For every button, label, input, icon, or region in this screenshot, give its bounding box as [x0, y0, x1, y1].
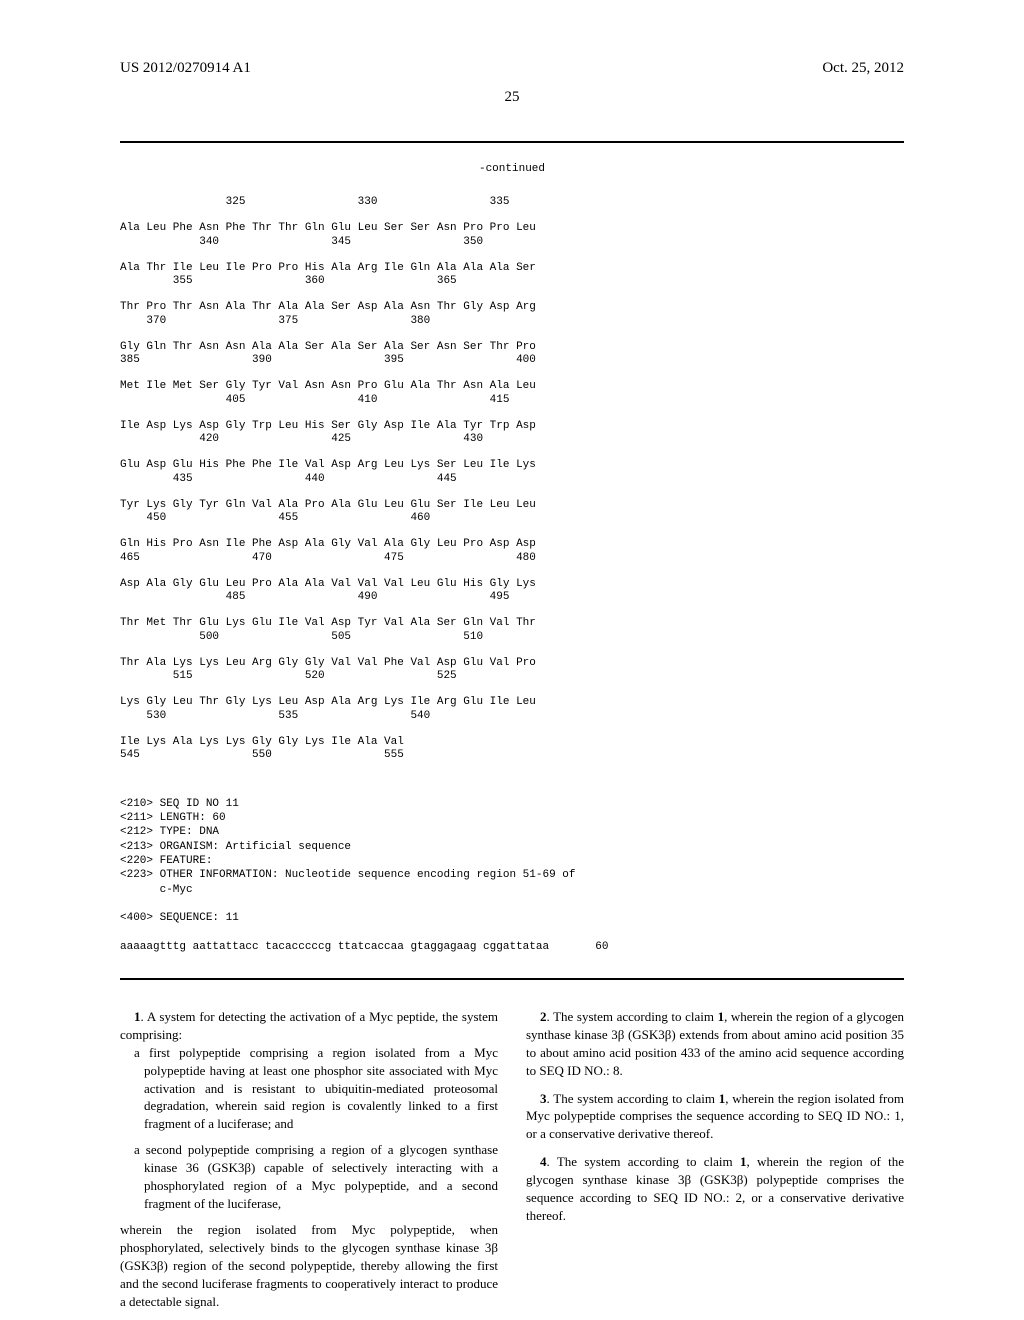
sequence-block: Ile Asp Lys Asp Gly Trp Leu His Ser Gly … — [120, 420, 904, 448]
sequence-positions: 450 455 460 — [120, 512, 904, 526]
sequence-residues: Met Ile Met Ser Gly Tyr Val Asn Asn Pro … — [120, 380, 904, 394]
page-header: US 2012/0270914 A1 Oct. 25, 2012 — [120, 60, 904, 77]
sequence-block: Lys Gly Leu Thr Gly Lys Leu Asp Ala Arg … — [120, 696, 904, 724]
sequence-blocks: 325 330 335 Ala Leu Phe Asn Phe Thr Thr G… — [120, 196, 904, 763]
sequence-positions: 385 390 395 400 — [120, 354, 904, 368]
claims-section: 1. A system for detecting the activation… — [120, 1008, 904, 1311]
sequence-block: Met Ile Met Ser Gly Tyr Val Asn Asn Pro … — [120, 380, 904, 408]
sequence-block: Thr Pro Thr Asn Ala Thr Ala Ala Ser Asp … — [120, 301, 904, 329]
sequence-positions: 420 425 430 — [120, 433, 904, 447]
sequence-positions: 340 345 350 — [120, 236, 904, 250]
claim-sub-a: a first polypeptide comprising a region … — [134, 1044, 498, 1134]
sequence-residues: Ala Leu Phe Asn Phe Thr Thr Gln Glu Leu … — [120, 222, 904, 236]
sequence-residues: Ala Thr Ile Leu Ile Pro Pro His Ala Arg … — [120, 262, 904, 276]
sequence-positions: 465 470 475 480 — [120, 552, 904, 566]
sequence-residues: Thr Ala Lys Lys Leu Arg Gly Gly Val Val … — [120, 657, 904, 671]
sequence-block: Ile Lys Ala Lys Lys Gly Gly Lys Ile Ala … — [120, 736, 904, 764]
continued-label: -continued — [120, 163, 904, 177]
sequence-residues: Tyr Lys Gly Tyr Gln Val Ala Pro Ala Glu … — [120, 499, 904, 513]
sequence-block: 325 330 335 — [120, 196, 904, 210]
claim-1: 1. A system for detecting the activation… — [120, 1008, 498, 1311]
sequence-residues: Gly Gln Thr Asn Asn Ala Ala Ser Ala Ser … — [120, 341, 904, 355]
sequence-block: Glu Asp Glu His Phe Phe Ile Val Asp Arg … — [120, 459, 904, 487]
sequence-block: Thr Met Thr Glu Lys Glu Ile Val Asp Tyr … — [120, 617, 904, 645]
sequence-listing: -continued 325 330 335 Ala Leu Phe Asn Ph… — [120, 141, 904, 980]
claim-3: 3. The system according to claim 1, wher… — [526, 1090, 904, 1144]
sequence-residues: Ile Asp Lys Asp Gly Trp Leu His Ser Gly … — [120, 420, 904, 434]
claim-number: 1 — [134, 1009, 141, 1024]
claim-text: 3. The system according to claim 1, wher… — [526, 1090, 904, 1144]
sequence-positions: 530 535 540 — [120, 710, 904, 724]
publication-date: Oct. 25, 2012 — [822, 60, 904, 77]
claim-text: 2. The system according to claim 1, wher… — [526, 1008, 904, 1080]
sequence-positions: 370 375 380 — [120, 315, 904, 329]
sequence-annotation: <210> SEQ ID NO 11 <211> LENGTH: 60 <212… — [120, 797, 904, 954]
sequence-positions: 500 505 510 — [120, 631, 904, 645]
sequence-positions: 545 550 555 — [120, 749, 904, 763]
sequence-block: Ala Thr Ile Leu Ile Pro Pro His Ala Arg … — [120, 262, 904, 290]
sequence-positions: 435 440 445 — [120, 473, 904, 487]
page-number: 25 — [120, 89, 904, 106]
sequence-block: Thr Ala Lys Lys Leu Arg Gly Gly Val Val … — [120, 657, 904, 685]
claim-number: 4 — [540, 1154, 547, 1169]
sequence-positions: 405 410 415 — [120, 394, 904, 408]
sequence-positions: 325 330 335 — [120, 196, 904, 210]
claim-wherein: wherein the region isolated from Myc pol… — [120, 1221, 498, 1311]
sequence-residues: Thr Met Thr Glu Lys Glu Ile Val Asp Tyr … — [120, 617, 904, 631]
sequence-residues: Lys Gly Leu Thr Gly Lys Leu Asp Ala Arg … — [120, 696, 904, 710]
sequence-positions: 515 520 525 — [120, 670, 904, 684]
sequence-residues: Asp Ala Gly Glu Leu Pro Ala Ala Val Val … — [120, 578, 904, 592]
claim-sub-b: a second polypeptide comprising a region… — [134, 1141, 498, 1213]
sequence-residues: Glu Asp Glu His Phe Phe Ile Val Asp Arg … — [120, 459, 904, 473]
publication-number: US 2012/0270914 A1 — [120, 60, 251, 77]
claim-4: 4. The system according to claim 1, wher… — [526, 1153, 904, 1225]
sequence-positions: 355 360 365 — [120, 275, 904, 289]
sequence-block: Gln His Pro Asn Ile Phe Asp Ala Gly Val … — [120, 538, 904, 566]
sequence-residues: Gln His Pro Asn Ile Phe Asp Ala Gly Val … — [120, 538, 904, 552]
sequence-residues: Thr Pro Thr Asn Ala Thr Ala Ala Ser Asp … — [120, 301, 904, 315]
sequence-block: Asp Ala Gly Glu Leu Pro Ala Ala Val Val … — [120, 578, 904, 606]
sequence-block: Ala Leu Phe Asn Phe Thr Thr Gln Glu Leu … — [120, 222, 904, 250]
sequence-block: Gly Gln Thr Asn Asn Ala Ala Ser Ala Ser … — [120, 341, 904, 369]
sequence-residues: Ile Lys Ala Lys Lys Gly Gly Lys Ile Ala … — [120, 736, 904, 750]
sequence-block: Tyr Lys Gly Tyr Gln Val Ala Pro Ala Glu … — [120, 499, 904, 527]
claim-2: 2. The system according to claim 1, wher… — [526, 1008, 904, 1080]
claim-number: 2 — [540, 1009, 547, 1024]
claim-number: 3 — [540, 1091, 547, 1106]
claim-text: 4. The system according to claim 1, wher… — [526, 1153, 904, 1225]
sequence-positions: 485 490 495 — [120, 591, 904, 605]
claim-intro: 1. A system for detecting the activation… — [120, 1008, 498, 1044]
